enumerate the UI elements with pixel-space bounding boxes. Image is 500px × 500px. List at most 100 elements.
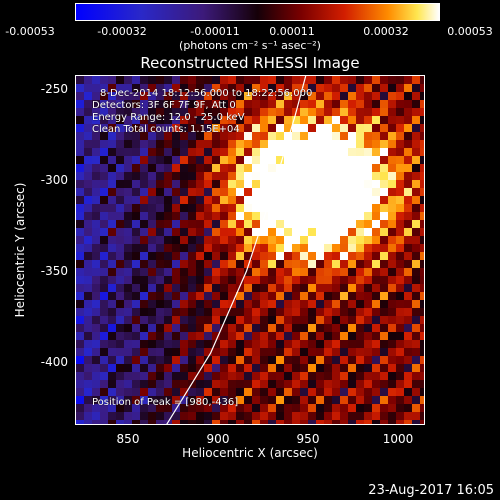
heatmap-cell <box>212 172 220 180</box>
heatmap-cell <box>276 84 284 92</box>
heatmap-cell <box>116 372 124 380</box>
heatmap-cell <box>236 220 244 228</box>
heatmap-cell <box>260 188 268 196</box>
heatmap-cell <box>300 84 308 92</box>
heatmap-cell <box>100 92 108 100</box>
heatmap-cell <box>76 108 84 116</box>
heatmap-cell <box>124 324 132 332</box>
heatmap-cell <box>124 252 132 260</box>
heatmap-cell <box>252 380 260 388</box>
heatmap-cell <box>132 236 140 244</box>
heatmap-cell <box>356 172 364 180</box>
heatmap-cell <box>300 324 308 332</box>
heatmap-cell <box>284 356 292 364</box>
heatmap-cell <box>324 380 332 388</box>
heatmap-cell <box>340 292 348 300</box>
heatmap-cell <box>156 388 164 396</box>
heatmap-cell <box>260 324 268 332</box>
heatmap-cell <box>220 252 228 260</box>
heatmap-cell <box>412 252 420 260</box>
heatmap-cell <box>124 260 132 268</box>
heatmap-cell <box>388 212 396 220</box>
heatmap-cell <box>308 396 316 404</box>
heatmap-cell <box>412 420 420 424</box>
heatmap-cell <box>364 148 372 156</box>
heatmap-cell <box>276 140 284 148</box>
heatmap-cell <box>356 348 364 356</box>
heatmap-cell <box>236 396 244 404</box>
heatmap-cell <box>92 276 100 284</box>
heatmap-cell <box>316 180 324 188</box>
heatmap-cell <box>292 292 300 300</box>
heatmap-cell <box>284 412 292 420</box>
heatmap-cell <box>348 76 356 84</box>
heatmap-cell <box>396 188 404 196</box>
heatmap-cell <box>380 164 388 172</box>
heatmap-cell <box>388 372 396 380</box>
heatmap-cell <box>292 308 300 316</box>
heatmap-cell <box>372 164 380 172</box>
heatmap-cell <box>148 380 156 388</box>
heatmap-cell <box>316 332 324 340</box>
heatmap-cell <box>220 244 228 252</box>
heatmap-cell <box>124 228 132 236</box>
heatmap-cell <box>116 212 124 220</box>
heatmap-cell <box>108 124 116 132</box>
heatmap-cell <box>132 396 140 404</box>
heatmap-cell <box>348 244 356 252</box>
heatmap-cell <box>172 404 180 412</box>
heatmap-cell <box>300 404 308 412</box>
heatmap-cell <box>412 300 420 308</box>
heatmap-cell <box>84 420 92 424</box>
heatmap-cell <box>108 300 116 308</box>
heatmap-cell <box>156 356 164 364</box>
heatmap-cell <box>388 84 396 92</box>
heatmap-cell <box>100 180 108 188</box>
heatmap-cell <box>100 108 108 116</box>
x-tick-label: 1000 <box>382 432 414 446</box>
heatmap-cell <box>244 332 252 340</box>
heatmap-cell <box>316 220 324 228</box>
heatmap-cell <box>196 324 204 332</box>
heatmap-cell <box>324 300 332 308</box>
heatmap-cell <box>348 220 356 228</box>
heatmap-cell <box>388 388 396 396</box>
heatmap-cell <box>388 124 396 132</box>
heatmap-cell <box>404 356 412 364</box>
heatmap-cell <box>212 236 220 244</box>
heatmap-cell <box>324 148 332 156</box>
colorbar-tick-label: 0.00053 <box>447 25 493 38</box>
heatmap-cell <box>292 140 300 148</box>
heatmap-cell <box>268 412 276 420</box>
heatmap-cell <box>332 92 340 100</box>
heatmap-cell <box>220 212 228 220</box>
heatmap-cell <box>164 124 172 132</box>
heatmap-cell <box>108 404 116 412</box>
heatmap-cell <box>412 372 420 380</box>
heatmap-cell <box>220 284 228 292</box>
heatmap-cell <box>372 84 380 92</box>
heatmap-cell <box>76 420 84 424</box>
heatmap-cell <box>204 100 212 108</box>
heatmap-cell <box>100 156 108 164</box>
heatmap-cell <box>212 76 220 84</box>
heatmap-cell <box>340 324 348 332</box>
heatmap-cell <box>140 332 148 340</box>
info-line-time-range: 8-Dec-2014 18:12:56.000 to 18:22:56.000 <box>100 88 313 99</box>
heatmap-cell <box>292 300 300 308</box>
heatmap-cell <box>188 260 196 268</box>
heatmap-cell <box>388 268 396 276</box>
heatmap-cell <box>132 220 140 228</box>
heatmap-cell <box>412 124 420 132</box>
heatmap-cell <box>252 412 260 420</box>
heatmap-cell <box>324 76 332 84</box>
heatmap-cell <box>116 324 124 332</box>
heatmap-cell <box>308 324 316 332</box>
heatmap-cell <box>244 388 252 396</box>
heatmap-cell <box>244 380 252 388</box>
heatmap-cell <box>372 308 380 316</box>
heatmap-cell <box>412 196 420 204</box>
heatmap-cell <box>124 340 132 348</box>
heatmap-cell <box>100 348 108 356</box>
heatmap-cell <box>388 356 396 364</box>
